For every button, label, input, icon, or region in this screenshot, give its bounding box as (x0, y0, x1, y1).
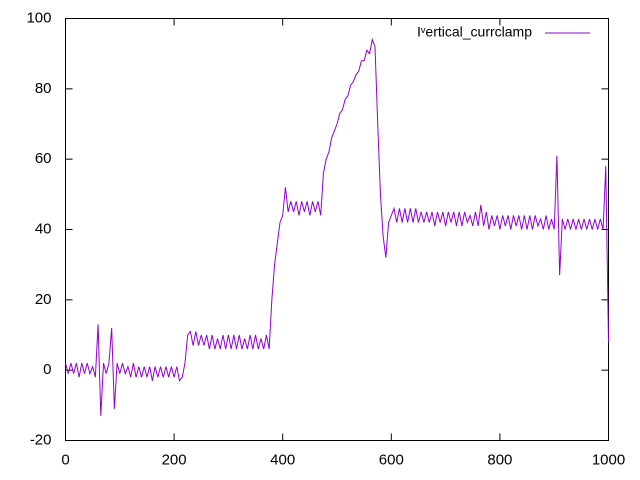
y-tick-label: -20 (30, 431, 52, 448)
x-tick-label: 0 (61, 451, 69, 468)
x-tick-label: 800 (487, 451, 512, 468)
x-tick-label: 1000 (592, 451, 625, 468)
y-tick-label: 20 (35, 291, 52, 308)
series-line (65, 37, 609, 416)
y-tick-label: 40 (35, 220, 52, 237)
y-tick-label: 100 (26, 9, 51, 26)
x-tick-label: 400 (270, 451, 295, 468)
y-tick-label: 0 (43, 361, 51, 378)
legend-label: Iᵛertical_currclamp (417, 24, 532, 40)
y-tick-label: 60 (35, 150, 52, 167)
y-tick-label: 80 (35, 80, 52, 97)
x-tick-label: 200 (162, 451, 187, 468)
x-tick-label: 600 (379, 451, 404, 468)
